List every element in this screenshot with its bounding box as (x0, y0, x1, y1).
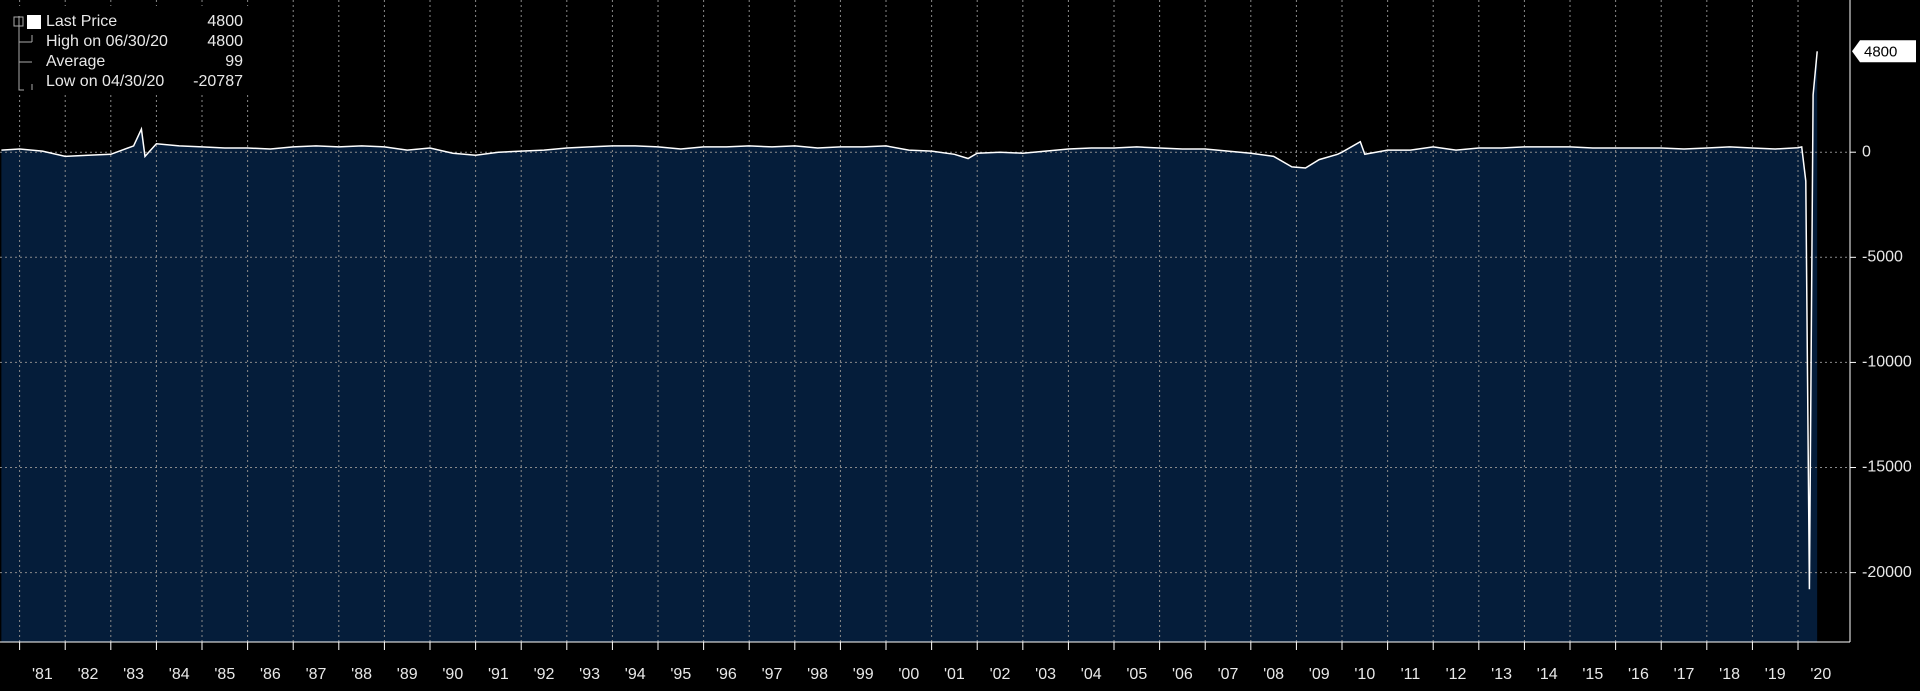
x-tick-label: '10 (1354, 666, 1375, 683)
x-tick-label: '07 (1218, 666, 1239, 683)
x-tick-label: '04 (1081, 666, 1102, 683)
legend-value: 99 (225, 53, 243, 70)
x-tick-label: '87 (306, 666, 327, 683)
x-tick-label: '86 (260, 666, 281, 683)
legend-label: High on 06/30/20 (46, 33, 168, 50)
x-tick-label: '89 (397, 666, 418, 683)
x-tick-label: '15 (1582, 666, 1603, 683)
x-tick-label: '94 (625, 666, 646, 683)
x-tick-label: '19 (1765, 666, 1786, 683)
y-tick-label: -15000 (1862, 459, 1912, 476)
x-tick-label: '20 (1810, 666, 1831, 683)
legend-label: Last Price (46, 13, 117, 30)
x-tick-label: '81 (32, 666, 53, 683)
legend-collapse (13, 16, 24, 27)
x-tick-label: '16 (1628, 666, 1649, 683)
legend-label: Average (46, 53, 105, 70)
x-tick-label: '09 (1309, 666, 1330, 683)
y-tick-label: -5000 (1862, 249, 1903, 266)
x-tick-label: '06 (1172, 666, 1193, 683)
legend-value: -20787 (193, 73, 243, 90)
last-value-label: 4800 (1864, 43, 1897, 60)
x-tick-label: '11 (1401, 666, 1421, 683)
x-tick-label: '18 (1719, 666, 1740, 683)
x-tick-label: '05 (1126, 666, 1147, 683)
legend-value: 4800 (207, 13, 243, 30)
legend-tree (18, 16, 33, 91)
x-tick-label: '99 (853, 666, 874, 683)
last-value-tag (1852, 40, 1916, 63)
x-tick-label: '01 (944, 666, 965, 683)
y-tick-label: -10000 (1862, 354, 1912, 371)
y-tick-label: -20000 (1862, 564, 1912, 581)
x-tick-label: '14 (1537, 666, 1558, 683)
x-tick-label: '90 (442, 666, 463, 683)
legend-box (4, 6, 250, 94)
area (1, 51, 1818, 643)
y-tick-label: 0 (1862, 143, 1871, 160)
x-tick-label: '13 (1491, 666, 1512, 683)
x-tick-label: '02 (990, 666, 1011, 683)
x-tick-label: '88 (351, 666, 372, 683)
x-tick-label: '98 (807, 666, 828, 683)
legend-swatch (27, 15, 41, 29)
x-tick-label: '12 (1446, 666, 1467, 683)
x-tick-label: '03 (1035, 666, 1056, 683)
x-tick-label: '92 (534, 666, 555, 683)
line (1, 51, 1818, 590)
x-tick-label: '83 (123, 666, 144, 683)
x-tick-label: '00 (898, 666, 919, 683)
x-tick-label: '82 (78, 666, 99, 683)
x-tick-label: '17 (1674, 666, 1695, 683)
legend-value: 4800 (207, 33, 243, 50)
legend-label: Low on 04/30/20 (46, 73, 164, 90)
x-tick-label: '93 (579, 666, 600, 683)
x-tick-label: '96 (716, 666, 737, 683)
x-tick-label: '85 (214, 666, 235, 683)
x-tick-label: '08 (1263, 666, 1284, 683)
legend: Last Price 4800 High on 06/30/20 4800 Averag… (4, 6, 250, 94)
x-tick-label: '97 (762, 666, 783, 683)
x-tick-label: '84 (169, 666, 190, 683)
x-tick-label: '95 (670, 666, 691, 683)
x-tick-label: '91 (488, 666, 509, 683)
